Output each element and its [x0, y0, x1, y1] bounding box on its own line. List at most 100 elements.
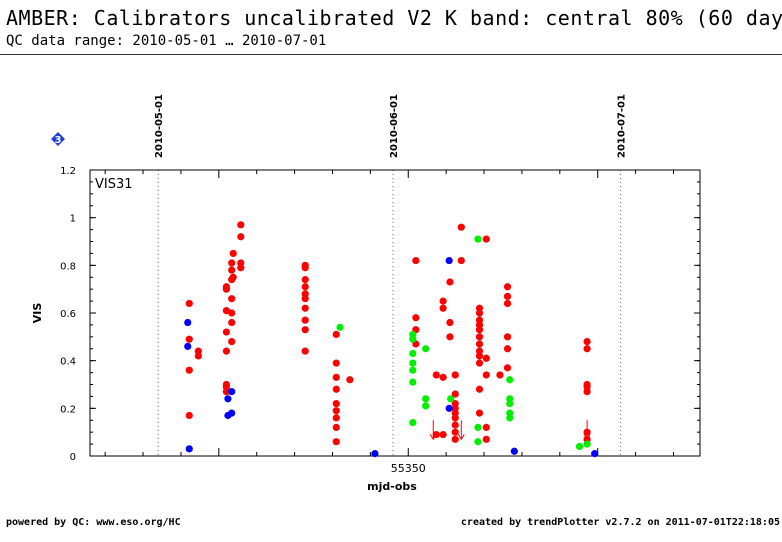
data-point	[591, 450, 599, 458]
data-point	[229, 249, 237, 258]
data-point	[475, 326, 484, 334]
data-point	[301, 347, 309, 355]
data-point	[412, 314, 420, 322]
data-point	[332, 359, 340, 367]
data-point	[409, 366, 417, 374]
y-tick-label: 0.2	[60, 404, 76, 415]
data-point	[228, 295, 236, 303]
data-point	[222, 388, 230, 396]
diamond-badge-icon[interactable]: 3	[51, 132, 65, 146]
data-point	[422, 402, 430, 410]
data-point	[332, 373, 340, 381]
data-point	[445, 256, 453, 265]
data-point	[184, 318, 192, 327]
data-point	[332, 330, 340, 339]
y-tick-label: 0.4	[60, 357, 76, 368]
data-point	[409, 335, 417, 343]
data-point	[228, 409, 236, 417]
data-point	[409, 349, 417, 358]
data-point	[185, 366, 193, 374]
data-point	[409, 359, 417, 367]
data-point	[422, 395, 430, 403]
plot-frame	[89, 169, 701, 457]
data-point	[371, 450, 379, 458]
upper-limit-markers	[429, 420, 591, 441]
data-point	[446, 278, 454, 286]
y-tick-label: 0.8	[60, 261, 76, 272]
data-point	[301, 295, 309, 303]
data-point	[447, 395, 455, 403]
data-point	[482, 423, 490, 431]
date-marker-label: 2010-06-01	[389, 94, 400, 158]
data-point	[228, 318, 236, 327]
data-points	[184, 221, 599, 458]
y-axis-label: VIS	[31, 303, 44, 324]
footer-created-by: created by trendPlotter v2.7.2 on 2011-0…	[460, 517, 780, 528]
data-point	[301, 316, 309, 324]
data-point	[222, 328, 230, 336]
data-point	[503, 299, 512, 308]
data-point	[503, 283, 512, 291]
data-point	[451, 428, 459, 436]
data-point	[451, 390, 459, 398]
data-point	[457, 256, 465, 265]
data-point	[185, 299, 193, 308]
page-subtitle: QC data range: 2010-05-01 … 2010-07-01	[6, 33, 327, 49]
data-point	[506, 414, 514, 422]
data-point	[237, 264, 245, 272]
data-point	[412, 256, 420, 265]
date-markers: 2010-05-01 2010-06-01 2010-07-01	[154, 94, 627, 456]
data-point	[439, 304, 447, 312]
data-point	[224, 395, 232, 403]
data-point	[575, 442, 584, 451]
date-marker-label: 2010-05-01	[154, 94, 165, 158]
data-point	[301, 283, 309, 291]
data-point	[583, 345, 591, 353]
data-point	[332, 399, 340, 408]
data-point	[301, 304, 309, 312]
y-axis: 0 0.2 0.4 0.6 0.8 1 1.2	[60, 166, 700, 463]
y-tick-label: 0.6	[60, 309, 76, 320]
y-tick-label: 1.2	[60, 166, 76, 177]
data-point	[336, 323, 344, 331]
data-point	[506, 399, 514, 408]
upper-limit-arrowhead	[583, 434, 591, 441]
data-point	[503, 333, 512, 341]
data-point	[432, 371, 440, 379]
data-point	[475, 340, 484, 348]
data-point	[482, 235, 490, 243]
data-point	[222, 285, 230, 293]
data-point	[446, 318, 454, 327]
data-point	[422, 345, 430, 353]
data-point	[222, 347, 230, 355]
data-point	[439, 430, 447, 439]
data-point	[228, 309, 236, 317]
data-point	[332, 438, 340, 446]
data-point	[185, 411, 193, 420]
data-point	[228, 388, 236, 396]
data-point	[475, 352, 484, 360]
data-point	[451, 435, 459, 443]
data-point	[475, 309, 484, 317]
data-point	[451, 371, 459, 379]
data-point	[482, 435, 490, 443]
data-point	[583, 338, 591, 346]
x-axis: 55350	[104, 170, 674, 475]
data-point	[301, 326, 309, 334]
data-point	[301, 264, 309, 272]
data-point	[301, 276, 309, 284]
data-point	[229, 273, 237, 281]
data-point	[482, 354, 490, 362]
data-point	[482, 371, 490, 379]
data-point	[346, 376, 354, 384]
data-point	[237, 221, 245, 229]
data-point	[446, 333, 454, 341]
data-point	[475, 409, 484, 417]
badge-label: 3	[55, 135, 62, 146]
data-point	[475, 359, 484, 367]
y-tick-label: 1	[70, 214, 76, 225]
data-point	[503, 345, 512, 353]
data-point	[445, 404, 453, 412]
data-point	[583, 388, 591, 396]
data-point	[503, 364, 512, 372]
